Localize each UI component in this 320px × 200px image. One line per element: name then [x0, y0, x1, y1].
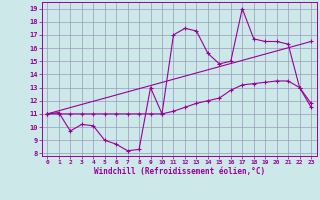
X-axis label: Windchill (Refroidissement éolien,°C): Windchill (Refroidissement éolien,°C)	[94, 167, 265, 176]
